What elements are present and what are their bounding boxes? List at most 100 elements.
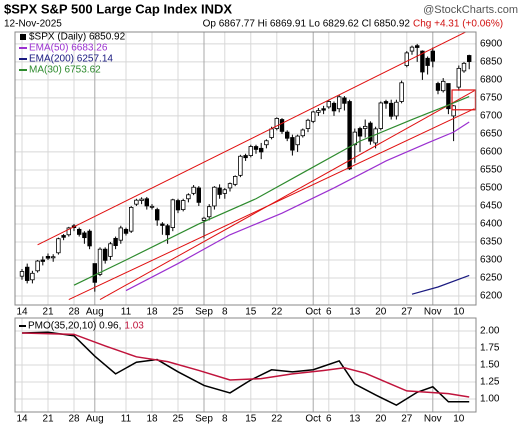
candle-body [451, 105, 456, 117]
candle-body [435, 83, 441, 91]
x-tick-label: 15 [245, 414, 257, 425]
candle-body [425, 57, 430, 66]
candle-body [186, 194, 191, 200]
x-tick-label: Aug [86, 307, 104, 318]
series-line [411, 274, 470, 295]
candle-body [440, 80, 446, 92]
candle-body [368, 122, 373, 142]
lines [21, 331, 470, 407]
candle-body [342, 97, 347, 104]
y-tick-label: 6850 [480, 57, 503, 68]
candle-body [56, 238, 61, 254]
y-tick-label: 1.00 [480, 394, 500, 405]
candle-body [446, 83, 451, 110]
x-tick-label: 13 [349, 414, 361, 425]
y-tick-label: 6650 [480, 129, 503, 140]
candle-body [191, 186, 196, 194]
candle-body [248, 146, 253, 156]
x-tick-label: 27 [401, 414, 413, 425]
candle-body [118, 227, 123, 241]
candle-body [108, 243, 113, 257]
trend-line [99, 90, 475, 301]
candle-body [232, 176, 238, 185]
candle-body [253, 146, 259, 150]
candle-body [305, 119, 311, 129]
candle-body [321, 108, 326, 111]
candle-body [134, 199, 139, 205]
candle-body [123, 228, 129, 234]
candle-body [258, 147, 264, 153]
x-tick-label: 10 [453, 414, 465, 425]
y-tick-label: 6750 [480, 93, 503, 104]
x-tick-label: 11 [121, 307, 132, 318]
x-tick-label: 21 [42, 307, 54, 318]
candle-body [160, 223, 165, 226]
x-tick-label: 28 [68, 307, 80, 318]
candle-body [295, 135, 300, 146]
x-tick-label: 6 [326, 414, 332, 425]
candle-body [383, 101, 389, 104]
candle-body [217, 187, 222, 195]
legend-label: 1.03 [124, 321, 144, 332]
candle-body [92, 263, 97, 283]
candle-body [165, 225, 170, 236]
candle-body [144, 198, 149, 207]
candle-body [19, 271, 25, 277]
plot-frame [14, 317, 477, 413]
series-line [73, 96, 470, 286]
candle-body [103, 248, 108, 261]
change: Chg +4.31 (+0.06%) [413, 19, 503, 30]
candle-body [30, 272, 35, 281]
candle-body [274, 118, 279, 129]
candle-body [227, 183, 233, 189]
legend-label: EMA(50) 6683.26 [29, 43, 108, 54]
candle-body [222, 189, 227, 194]
candle-body [35, 260, 40, 272]
candle-body [66, 227, 71, 236]
candle-body [24, 266, 30, 281]
candle-body [316, 110, 321, 113]
candle-body [420, 50, 425, 73]
x-tick-label: 27 [401, 307, 413, 318]
candle-body [201, 217, 207, 221]
candle-body [40, 259, 45, 262]
legend-label: MA(30) 6753.62 [29, 65, 101, 76]
candle-body [394, 101, 399, 117]
x-tick-label: 6 [326, 307, 332, 318]
candle-body [180, 200, 186, 210]
candle-body [290, 137, 295, 151]
candle-body [170, 199, 175, 228]
candle-body [175, 200, 181, 211]
candle-body [336, 96, 342, 110]
candle-body [352, 131, 357, 146]
candle-body [430, 50, 435, 62]
y-tick-label: 6200 [480, 291, 503, 302]
series-line [21, 331, 470, 407]
date: 12-Nov-2025 [4, 19, 62, 30]
candle-body [264, 140, 269, 146]
series-line [125, 121, 470, 292]
candle-body [357, 128, 363, 137]
candle-body [154, 209, 160, 221]
candle-body [196, 187, 201, 203]
candle-body [404, 52, 409, 66]
y-tick-label: 6350 [480, 237, 503, 248]
y-tick-label: 6600 [480, 147, 503, 158]
x-tick-label: Oct [305, 414, 321, 425]
legend-label: EMA(200) 6257.14 [29, 54, 113, 65]
candle-body [243, 155, 248, 159]
candle-body [456, 67, 461, 88]
candle-body [461, 62, 467, 72]
candle-body [51, 256, 56, 259]
y-tick-label: 6450 [480, 201, 503, 212]
x-tick-label: 20 [375, 414, 387, 425]
x-tick-label: 18 [146, 414, 158, 425]
candle-body [284, 131, 290, 139]
candle-body [326, 101, 331, 108]
y-tick-label: 6550 [480, 165, 503, 176]
quote: Op 6867.77 Hi 6869.91 Lo 6829.62 Cl 6850… [203, 19, 411, 30]
y-tick-label: 6800 [480, 75, 503, 86]
y-tick-label: 1.25 [480, 377, 500, 388]
x-tick-label: 22 [271, 414, 283, 425]
